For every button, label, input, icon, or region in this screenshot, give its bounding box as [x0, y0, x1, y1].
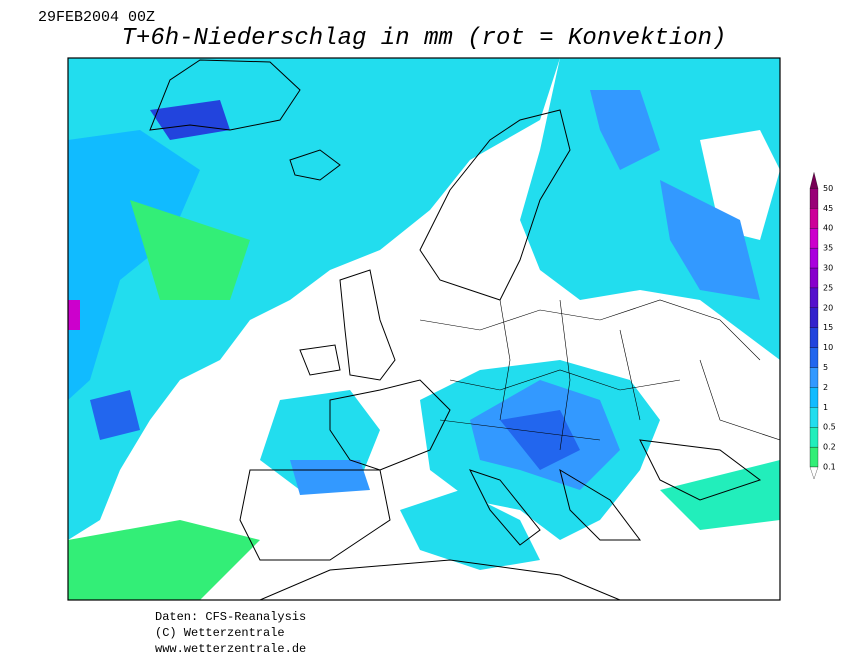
map-title: T+6h-Niederschlag in mm (rot = Konvektio…: [122, 25, 727, 52]
map: [67, 57, 781, 601]
legend-label: 0.1: [823, 463, 836, 472]
legend-label: 25: [823, 283, 833, 292]
legend-band: [809, 307, 819, 328]
legend-band: [809, 367, 819, 388]
footer-line: www.wetterzentrale.de: [155, 642, 306, 656]
legend-arrow: [809, 466, 819, 480]
legend-label: 0.5: [823, 423, 836, 432]
legend-label: 35: [823, 244, 833, 253]
legend-band: [809, 287, 819, 308]
footer-line: (C) Wetterzentrale: [155, 626, 285, 640]
legend-band: [809, 208, 819, 229]
borders: [419, 299, 780, 451]
legend-label: 2: [823, 383, 828, 392]
legend-label: 15: [823, 323, 833, 332]
legend-band: [809, 327, 819, 348]
legend-band: [809, 247, 819, 269]
legend-band: [809, 267, 819, 289]
footer-line: Daten: CFS-Reanalysis: [155, 610, 306, 624]
legend-label: 0.2: [823, 443, 836, 452]
map-frame: [67, 57, 781, 601]
legend-band: [809, 387, 819, 408]
legend-band: [809, 427, 819, 448]
legend-label: 50: [823, 184, 833, 193]
legend-label: 20: [823, 303, 833, 312]
legend-band: [809, 228, 819, 249]
legend-label: 5: [823, 363, 828, 372]
legend-label: 45: [823, 204, 833, 213]
legend-band: [809, 446, 819, 468]
legend-label: 30: [823, 264, 833, 273]
legend-label: 10: [823, 343, 833, 352]
precipitation: [68, 58, 780, 600]
legend-band: [809, 407, 819, 428]
legend-label: 40: [823, 224, 833, 233]
coastlines: [149, 59, 762, 600]
legend-label: 1: [823, 403, 828, 412]
legend-band: [809, 188, 819, 209]
date-label: 29FEB2004 00Z: [38, 9, 155, 26]
legend-band: [809, 347, 819, 368]
legend-arrow: [809, 172, 819, 189]
